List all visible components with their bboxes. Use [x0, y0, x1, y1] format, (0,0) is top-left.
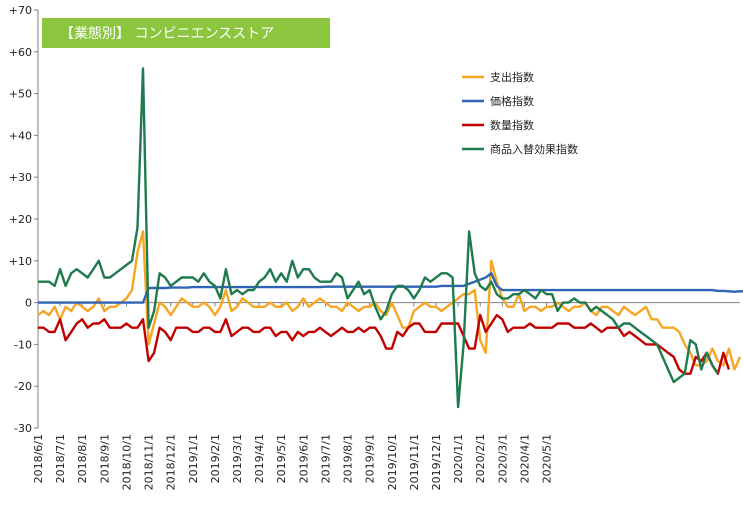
- x-tick-label: 2019/8/1: [342, 434, 355, 483]
- x-tick-label: 2018/10/1: [120, 434, 133, 490]
- legend-label: 数量指数: [490, 118, 534, 132]
- x-tick-label: 2020/1/1: [452, 434, 465, 483]
- x-tick-label: 2018/6/1: [32, 434, 45, 483]
- x-tick-label: 2018/11/1: [143, 434, 156, 490]
- y-tick-label: 0: [25, 297, 32, 310]
- x-tick-label: 2019/11/1: [408, 434, 421, 490]
- x-tick-label: 2020/2/1: [474, 434, 487, 483]
- y-axis: -30 -20 -10 0 +10 +20 +30 +40 +50 +60 +70: [9, 4, 39, 435]
- y-tick-label: -30: [14, 422, 32, 435]
- series-lines: [37, 67, 743, 409]
- series-line-2: [38, 313, 731, 375]
- x-tick-label: 2019/5/1: [275, 434, 288, 483]
- y-tick-label: +60: [9, 46, 32, 59]
- x-tick-label: 2018/9/1: [98, 434, 111, 483]
- x-tick-label: 2018/12/1: [165, 434, 178, 490]
- x-tick-label: 2019/7/1: [319, 434, 332, 483]
- x-tick-label: 2019/2/1: [209, 434, 222, 483]
- y-tick-label: -10: [14, 338, 32, 351]
- chart-title-text: 【業態別】 コンビニエンスストア: [60, 26, 274, 42]
- legend-label: 支出指数: [490, 70, 534, 84]
- y-tick-label: +10: [9, 255, 32, 268]
- x-tick-label: 2018/7/1: [54, 434, 67, 483]
- x-tick-label: 2019/12/1: [430, 434, 443, 490]
- chart-title: 【業態別】 コンビニエンスストア: [42, 18, 330, 48]
- y-tick-label: +70: [9, 4, 32, 17]
- x-tick-label: 2019/6/1: [297, 434, 310, 483]
- chart-title-background: [42, 18, 330, 48]
- x-tick-label: 2019/3/1: [231, 434, 244, 483]
- x-tick-label: 2019/9/1: [364, 434, 377, 483]
- series-line-0: [37, 230, 742, 371]
- x-tick-label: 2019/10/1: [386, 434, 399, 490]
- x-tick-label: 2018/8/1: [76, 434, 89, 483]
- x-tick-label: 2019/4/1: [253, 434, 266, 483]
- y-tick-label: +30: [9, 171, 32, 184]
- x-tick-label: 2020/3/1: [496, 434, 509, 483]
- y-tick-label: +20: [9, 213, 32, 226]
- y-tick-label: +40: [9, 129, 32, 142]
- y-tick-label: +50: [9, 88, 32, 101]
- y-tick-label: -20: [14, 380, 32, 393]
- legend-label: 商品入替効果指数: [490, 142, 578, 156]
- series-line-3: [38, 67, 719, 409]
- x-tick-label: 2020/5/1: [541, 434, 554, 483]
- x-tick-label: 2019/1/1: [187, 434, 200, 483]
- legend-label: 価格指数: [490, 94, 534, 108]
- x-tick-label: 2020/4/1: [518, 434, 531, 483]
- x-axis: 2018/6/1 2018/7/1 2018/8/1 2018/9/1 2018/10/…: [32, 302, 740, 490]
